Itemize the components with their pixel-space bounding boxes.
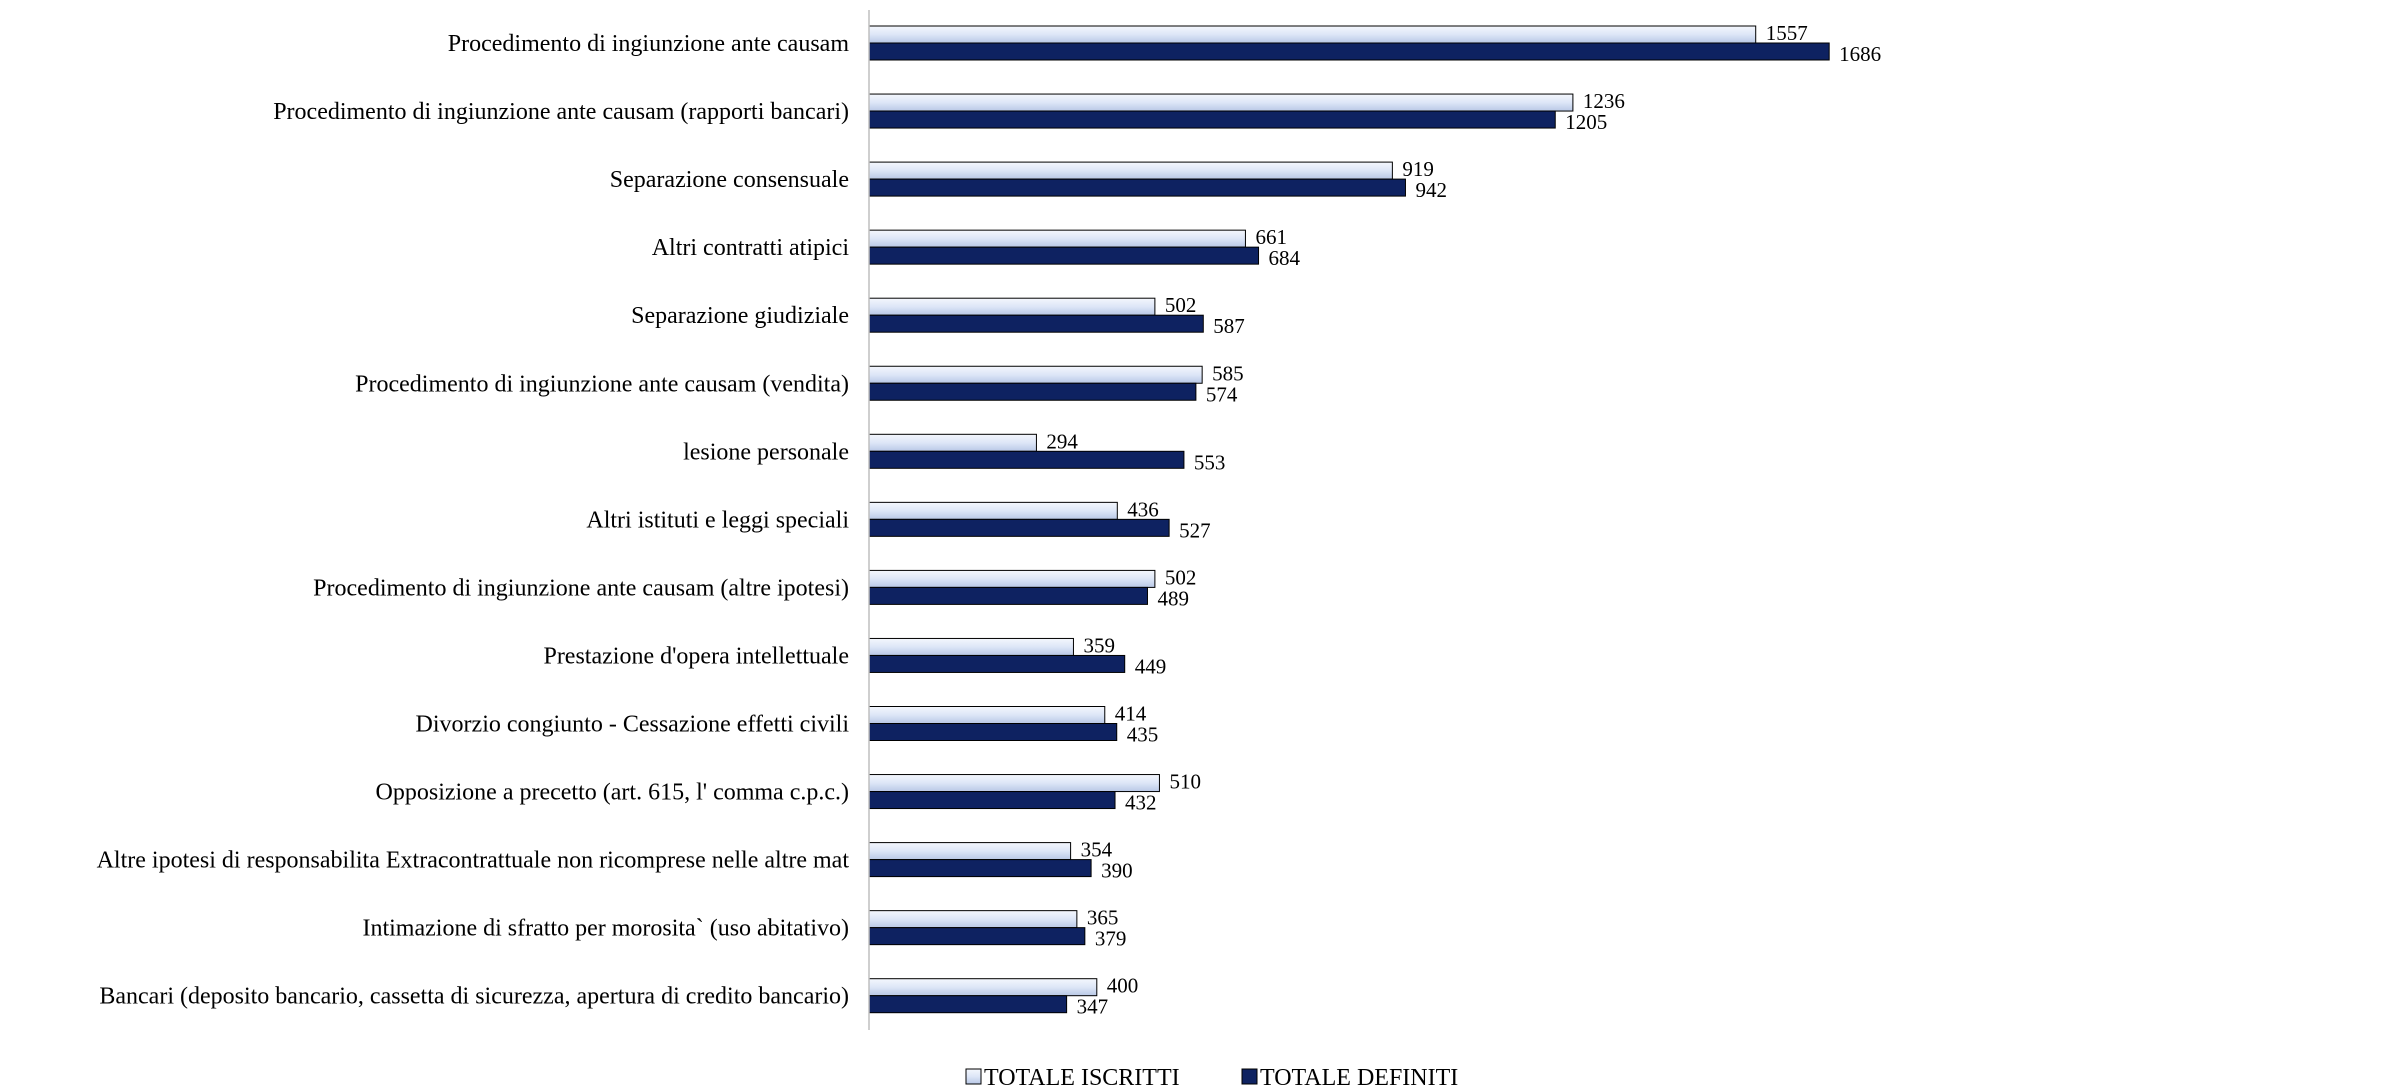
legend-swatch-iscritti xyxy=(965,1068,982,1085)
bar-iscritti xyxy=(868,365,1203,384)
bar-iscritti xyxy=(868,842,1072,861)
value-label-iscritti: 502 xyxy=(1165,565,1197,589)
value-label-iscritti: 354 xyxy=(1081,838,1113,862)
value-label-definiti: 684 xyxy=(1269,246,1301,270)
bar-definiti xyxy=(868,314,1204,333)
category-label: Altri istituti e leggi speciali xyxy=(586,507,849,533)
category-label: Procedimento di ingiunzione ante causam … xyxy=(273,99,849,125)
bar-definiti xyxy=(868,723,1118,741)
category-label: Opposizione a precetto (art. 615, l' com… xyxy=(376,780,849,806)
bar-iscritti xyxy=(868,229,1246,248)
bar-definiti xyxy=(868,927,1086,946)
bar-definiti xyxy=(868,178,1406,197)
value-label-definiti: 390 xyxy=(1101,859,1133,883)
bar-iscritti xyxy=(868,161,1393,180)
bar-definiti xyxy=(868,42,1830,61)
bar-definiti xyxy=(868,859,1092,878)
value-label-iscritti: 436 xyxy=(1127,497,1159,521)
category-label: Divorzio congiunto - Cessazione effetti … xyxy=(416,712,850,738)
value-label-iscritti: 510 xyxy=(1169,770,1201,794)
value-label-definiti: 942 xyxy=(1415,178,1447,202)
value-label-definiti: 587 xyxy=(1213,314,1245,338)
category-label: Intimazione di sfratto per morosita` (us… xyxy=(362,916,849,942)
value-label-definiti: 435 xyxy=(1127,723,1159,747)
value-label-definiti: 527 xyxy=(1179,518,1211,542)
value-label-iscritti: 294 xyxy=(1046,429,1078,453)
category-label: Separazione consensuale xyxy=(610,167,849,193)
value-label-iscritti: 1236 xyxy=(1583,89,1625,113)
bar-definiti xyxy=(868,791,1116,810)
value-label-iscritti: 1557 xyxy=(1766,21,1808,45)
bar-iscritti xyxy=(868,93,1574,112)
value-label-definiti: 347 xyxy=(1077,995,1109,1019)
legend-label-definiti: TOTALE DEFINITI xyxy=(1260,1065,1458,1089)
bar-iscritti xyxy=(868,910,1078,929)
legend-swatch-definiti xyxy=(1241,1068,1258,1085)
value-label-iscritti: 585 xyxy=(1212,361,1244,385)
bar-definiti xyxy=(868,518,1170,537)
category-label: Separazione giudiziale xyxy=(631,303,849,329)
bar-definiti xyxy=(868,586,1148,605)
value-label-definiti: 1686 xyxy=(1839,42,1881,66)
category-labels: Procedimento di ingiunzione ante causam P… xyxy=(97,31,850,1010)
bar-definiti xyxy=(868,450,1185,469)
bar-iscritti xyxy=(868,433,1037,452)
category-label: Bancari (deposito bancario, cassetta di … xyxy=(99,984,849,1010)
value-label-iscritti: 359 xyxy=(1083,633,1115,657)
value-label-definiti: 574 xyxy=(1206,382,1238,406)
value-label-definiti: 449 xyxy=(1135,654,1167,678)
bar-definiti xyxy=(868,995,1068,1014)
value-label-iscritti: 414 xyxy=(1115,702,1147,726)
value-label-iscritti: 365 xyxy=(1087,906,1119,930)
bar-definiti xyxy=(868,654,1126,673)
legend: TOTALE ISCRITTI TOTALE DEFINITI xyxy=(965,1065,1458,1089)
value-label-definiti: 553 xyxy=(1194,450,1226,474)
bar-definiti xyxy=(868,382,1197,401)
category-label: Procedimento di ingiunzione ante causam … xyxy=(355,371,849,397)
category-label: Altre ipotesi di responsabilita Extracon… xyxy=(97,848,850,874)
bar-iscritti xyxy=(868,706,1106,724)
value-label-definiti: 489 xyxy=(1157,586,1189,610)
bar-iscritti xyxy=(868,297,1156,316)
bar-iscritti xyxy=(868,25,1757,44)
value-label-iscritti: 400 xyxy=(1107,974,1139,998)
category-label: Procedimento di ingiunzione ante causam … xyxy=(313,575,849,601)
value-label-iscritti: 919 xyxy=(1402,157,1434,181)
bar-iscritti xyxy=(868,774,1160,793)
category-label: Prestazione d'opera intellettuale xyxy=(543,643,849,669)
bar-iscritti xyxy=(868,501,1118,520)
bar-definiti xyxy=(868,110,1556,129)
bar-definiti xyxy=(868,246,1260,265)
bar-iscritti xyxy=(868,569,1156,588)
value-label-definiti: 1205 xyxy=(1565,110,1607,134)
value-label-iscritti: 661 xyxy=(1255,225,1287,249)
value-label-definiti: 432 xyxy=(1125,791,1157,815)
bar-iscritti xyxy=(868,637,1074,656)
legend-label-iscritti: TOTALE ISCRITTI xyxy=(984,1065,1180,1089)
value-label-definiti: 379 xyxy=(1095,927,1127,951)
bar-iscritti xyxy=(868,978,1098,997)
category-label: Altri contratti atipici xyxy=(652,235,850,261)
category-label: lesione personale xyxy=(683,439,849,465)
value-label-iscritti: 502 xyxy=(1165,293,1197,317)
category-label: Procedimento di ingiunzione ante causam xyxy=(448,31,850,57)
